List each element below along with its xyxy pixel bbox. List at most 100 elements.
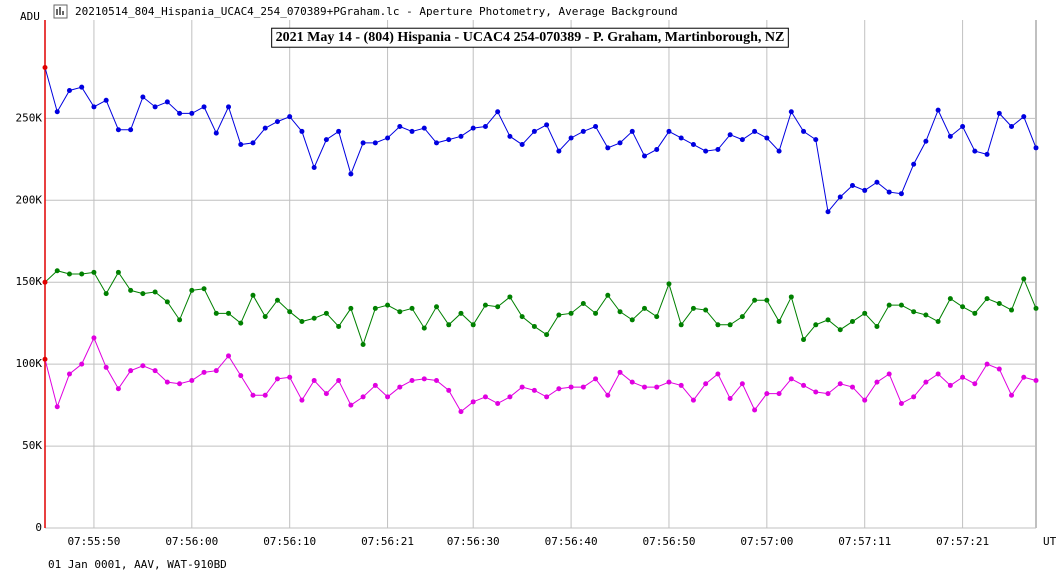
data-point bbox=[984, 296, 990, 302]
data-point bbox=[911, 309, 917, 315]
data-point bbox=[311, 378, 317, 384]
data-point bbox=[911, 394, 917, 400]
data-point bbox=[507, 394, 513, 400]
data-point bbox=[299, 128, 305, 134]
data-point bbox=[825, 317, 831, 323]
x-tick-label: 07:57:00 bbox=[740, 535, 793, 548]
data-point bbox=[960, 374, 966, 380]
data-point bbox=[250, 292, 256, 298]
data-point bbox=[960, 304, 966, 310]
data-point bbox=[115, 269, 121, 275]
data-point bbox=[250, 140, 256, 146]
data-point bbox=[629, 128, 635, 134]
data-point bbox=[605, 145, 611, 151]
data-point bbox=[397, 309, 403, 315]
series-line bbox=[44, 270, 1037, 347]
y-tick-label: 0 bbox=[35, 521, 42, 534]
data-point bbox=[421, 125, 427, 131]
data-point bbox=[164, 99, 170, 105]
y-tick-label: 250K bbox=[16, 111, 43, 124]
data-point bbox=[42, 65, 48, 71]
data-point bbox=[825, 391, 831, 397]
data-point bbox=[103, 364, 109, 370]
data-point bbox=[813, 322, 819, 328]
data-point bbox=[201, 286, 207, 292]
x-tick-label: 07:57:11 bbox=[838, 535, 891, 548]
data-point bbox=[580, 128, 586, 134]
data-point bbox=[311, 315, 317, 321]
data-point bbox=[935, 107, 941, 113]
data-point bbox=[629, 379, 635, 385]
data-point bbox=[629, 317, 635, 323]
data-point bbox=[519, 384, 525, 390]
data-point bbox=[372, 140, 378, 146]
data-point bbox=[727, 396, 733, 402]
data-point bbox=[213, 368, 219, 374]
data-point bbox=[898, 302, 904, 308]
data-point bbox=[862, 187, 868, 193]
data-point bbox=[226, 104, 232, 110]
data-point bbox=[91, 104, 97, 110]
data-point bbox=[984, 151, 990, 157]
data-point bbox=[1033, 305, 1039, 311]
data-point bbox=[849, 384, 855, 390]
data-point bbox=[690, 142, 696, 148]
data-point bbox=[690, 397, 696, 403]
data-point bbox=[1009, 307, 1015, 313]
data-point bbox=[311, 164, 317, 170]
series-line bbox=[44, 336, 1037, 413]
data-point bbox=[54, 268, 60, 274]
data-point bbox=[470, 125, 476, 131]
data-point bbox=[556, 312, 562, 318]
data-point bbox=[226, 310, 232, 316]
data-point bbox=[458, 409, 464, 415]
data-point bbox=[348, 402, 354, 408]
data-point bbox=[385, 394, 391, 400]
data-point bbox=[593, 376, 599, 382]
x-tick-label: 07:56:30 bbox=[447, 535, 500, 548]
y-tick-label: 200K bbox=[16, 193, 43, 206]
data-point bbox=[1021, 276, 1027, 282]
data-point bbox=[849, 319, 855, 325]
data-point bbox=[641, 153, 647, 159]
data-point bbox=[421, 325, 427, 331]
data-point bbox=[556, 386, 562, 392]
data-point bbox=[678, 382, 684, 388]
chart-title: 2021 May 14 - (804) Hispania - UCAC4 254… bbox=[276, 30, 785, 45]
data-point bbox=[421, 376, 427, 382]
data-point bbox=[960, 124, 966, 130]
data-point bbox=[446, 137, 452, 143]
data-point bbox=[1033, 145, 1039, 151]
data-point bbox=[336, 128, 342, 134]
data-point bbox=[801, 128, 807, 134]
y-tick-label: 50K bbox=[22, 439, 42, 452]
x-tick-label: 07:55:50 bbox=[67, 535, 120, 548]
data-point bbox=[66, 371, 72, 377]
data-point bbox=[874, 379, 880, 385]
data-point bbox=[996, 366, 1002, 372]
data-point bbox=[911, 161, 917, 167]
data-point bbox=[360, 341, 366, 347]
data-point bbox=[79, 84, 85, 90]
data-point bbox=[752, 407, 758, 413]
data-point bbox=[189, 110, 195, 116]
data-point bbox=[397, 384, 403, 390]
data-point bbox=[837, 327, 843, 333]
data-point bbox=[238, 320, 244, 326]
data-point bbox=[128, 368, 134, 374]
data-point bbox=[654, 384, 660, 390]
data-point bbox=[482, 302, 488, 308]
data-point bbox=[91, 269, 97, 275]
data-point bbox=[323, 310, 329, 316]
x-tick-label: 07:56:40 bbox=[545, 535, 598, 548]
data-point bbox=[250, 392, 256, 398]
data-point bbox=[862, 397, 868, 403]
data-point bbox=[299, 319, 305, 325]
window-title: 20210514_804_Hispania_UCAC4_254_070389+P… bbox=[75, 5, 678, 18]
data-point bbox=[886, 371, 892, 377]
data-point bbox=[886, 302, 892, 308]
data-point bbox=[617, 140, 623, 146]
data-point bbox=[764, 391, 770, 397]
data-point bbox=[886, 189, 892, 195]
